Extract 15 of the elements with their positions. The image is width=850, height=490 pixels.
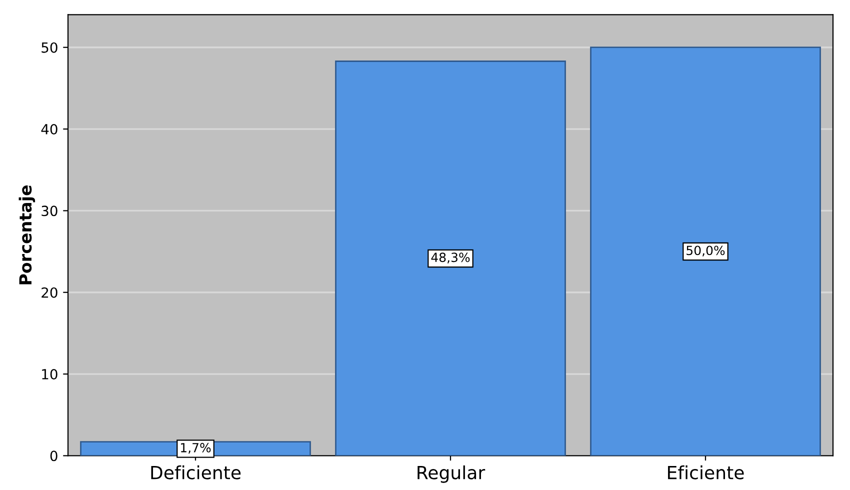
bar	[590, 46, 821, 456]
data-label: 48,3%	[431, 252, 470, 264]
y-tick-label: 30	[42, 206, 58, 216]
bar	[335, 60, 566, 456]
y-tick-label: 40	[41, 124, 58, 135]
y-tick-label: 0	[50, 450, 58, 462]
y-axis-title: Porcentaje	[18, 185, 36, 284]
y-tick-label: 20	[42, 287, 58, 298]
data-label: 1,7%	[180, 442, 211, 454]
y-tick-label: 10	[42, 369, 58, 380]
x-tick-label: Eficiente	[668, 465, 744, 480]
y-tick-label: 50	[42, 42, 58, 53]
x-tick-label: Regular	[418, 465, 486, 483]
x-tick-label: Deficiente	[151, 465, 241, 480]
data-label: 50,0%	[686, 246, 725, 256]
